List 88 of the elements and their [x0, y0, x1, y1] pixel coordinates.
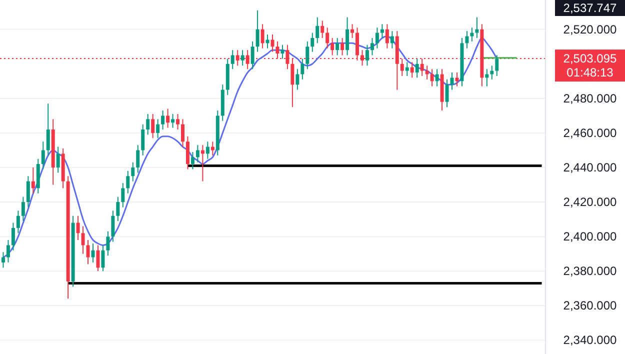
candlestick — [260, 24, 264, 49]
candlestick — [385, 24, 389, 49]
candlestick — [161, 110, 165, 130]
candlestick — [111, 210, 115, 242]
candlestick — [240, 50, 244, 66]
candlestick — [445, 78, 449, 108]
y-tick-label: 2,380.000 — [563, 264, 618, 278]
candlestick — [106, 230, 110, 256]
candlestick — [280, 44, 284, 60]
candlestick — [430, 68, 434, 87]
candlestick — [26, 176, 30, 208]
candlestick — [101, 244, 105, 272]
candlestick — [131, 162, 135, 182]
candlestick — [206, 141, 210, 160]
y-tick-label: 2,340.000 — [563, 333, 618, 348]
text: 01:48:13 — [566, 66, 614, 80]
candlestick — [91, 242, 95, 263]
candlestick — [186, 136, 190, 170]
candlestick — [320, 20, 324, 38]
candlestick — [330, 37, 334, 56]
candlestick — [121, 182, 125, 208]
candlestick — [310, 32, 314, 52]
candlestick — [266, 34, 270, 49]
candlestick — [141, 124, 145, 156]
candlestick — [336, 37, 340, 56]
candlestick — [171, 113, 175, 128]
candlestick — [56, 146, 60, 174]
candlestick — [156, 118, 160, 139]
candlestick — [300, 58, 304, 80]
candlestick — [495, 54, 499, 76]
ref-line-label: 2,503.095 — [563, 52, 618, 66]
candlestick — [21, 196, 25, 222]
candlestick — [41, 141, 45, 170]
candlestick — [346, 16, 350, 56]
candlestick — [340, 37, 344, 56]
y-tick-label: 2,360.000 — [563, 298, 618, 313]
candlestick — [350, 24, 354, 38]
candlestick — [116, 196, 120, 222]
text: 2,537.747 — [563, 1, 618, 15]
candlestick — [455, 72, 459, 87]
y-tick-label: 2,420.000 — [563, 195, 618, 210]
candlestick — [326, 27, 330, 49]
candlestick — [136, 144, 140, 174]
candlestick — [151, 113, 155, 139]
candlestick — [76, 215, 80, 241]
candlestick — [375, 27, 379, 49]
y-tick-label: 2,520.000 — [563, 22, 618, 36]
candlestick — [306, 40, 310, 70]
candlestick — [380, 24, 384, 38]
candlestick — [196, 144, 200, 163]
candlestick — [146, 113, 150, 136]
candlestick — [465, 30, 469, 49]
y-tick-label: 2,460.000 — [563, 126, 618, 140]
candlestick — [31, 167, 35, 194]
candlestick — [230, 50, 234, 70]
candlestick — [250, 40, 254, 70]
candlestick — [181, 118, 184, 148]
candlestick — [470, 27, 474, 42]
candlestick — [316, 16, 320, 44]
candlestick — [296, 68, 300, 90]
candlestick — [190, 151, 194, 170]
candlestick — [405, 62, 409, 76]
candlestick — [200, 144, 204, 182]
y-tick-label: 2,480.000 — [563, 91, 618, 106]
candlestick — [475, 16, 479, 38]
candlestick — [11, 222, 15, 251]
candlestick — [1, 252, 5, 268]
candlestick — [166, 108, 170, 128]
candlestick — [46, 103, 50, 156]
candlestick — [410, 62, 414, 78]
candlestick — [415, 58, 419, 78]
candlestick — [370, 37, 374, 56]
candlestick — [425, 65, 429, 80]
candlestick — [490, 65, 494, 80]
y-tick-label: 2,440.000 — [563, 160, 618, 174]
candlestick — [390, 30, 394, 49]
candlestick — [86, 240, 90, 265]
candlestick — [16, 210, 20, 234]
candlestick — [435, 68, 439, 87]
candlestick — [450, 72, 454, 90]
candlestick — [6, 240, 10, 263]
y-tick-label: 2,400.000 — [563, 230, 618, 244]
candlestick — [126, 170, 130, 194]
candlestick — [256, 10, 260, 52]
candlestick — [96, 244, 100, 272]
candlestick — [365, 44, 369, 66]
candlestick — [81, 226, 85, 254]
candlestick — [176, 113, 180, 130]
